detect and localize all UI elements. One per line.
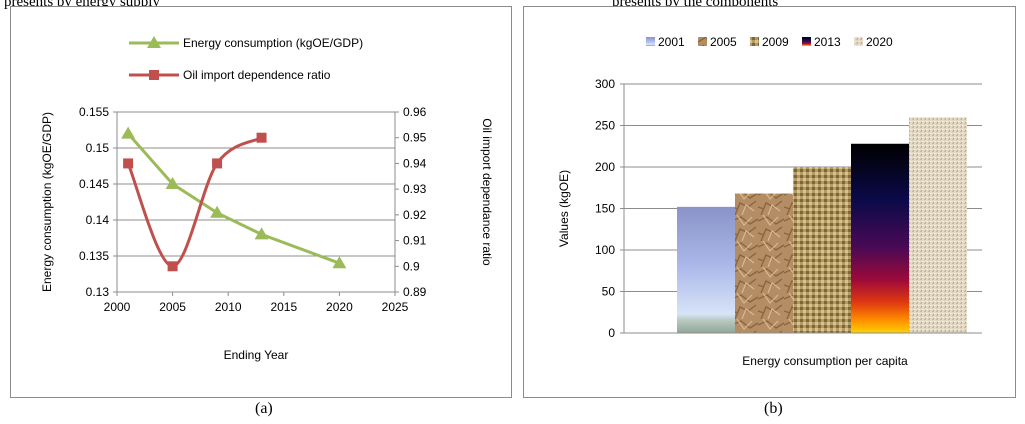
y-tick-label: 250	[595, 119, 615, 133]
legend-swatch-2013	[802, 37, 811, 46]
bar-2005	[735, 193, 793, 333]
data-point-energy	[332, 256, 347, 269]
y2-tick-label: 0.9	[403, 259, 420, 273]
x-tick-label: 2020	[326, 300, 353, 314]
legend-label: Oil import dependence ratio	[183, 68, 331, 82]
data-point-oil	[123, 158, 134, 169]
bar-2020	[909, 117, 967, 333]
y-axis-title: Energy consumption (kgOE/GDP)	[40, 112, 54, 292]
caption-b: (b)	[764, 400, 783, 417]
x-tick-label: 2025	[382, 300, 409, 314]
y2-tick-label: 0.89	[403, 285, 427, 299]
legend-swatch-2005	[698, 37, 707, 46]
bar-2001	[677, 206, 735, 333]
data-point-oil	[256, 132, 267, 143]
legend-swatch-2020	[854, 37, 863, 46]
y-tick-label: 100	[595, 243, 615, 257]
legend-label: 2013	[814, 35, 841, 49]
x-axis-title: Energy consumption per capita	[742, 354, 908, 368]
header-clip-right: presents by the components	[612, 0, 779, 10]
y2-tick-label: 0.91	[403, 234, 427, 248]
bar-2009	[793, 167, 851, 333]
y-tick-label: 50	[602, 285, 616, 299]
y-tick-label: 150	[595, 202, 615, 216]
x-tick-label: 2005	[159, 300, 186, 314]
y2-tick-label: 0.94	[403, 156, 427, 170]
y2-tick-label: 0.95	[403, 131, 427, 145]
data-point-energy	[210, 205, 225, 218]
series-line-energy	[126, 132, 340, 265]
y-tick-label: 0	[608, 326, 615, 340]
y-tick-label: 200	[595, 160, 615, 174]
y2-tick-label: 0.92	[403, 208, 427, 222]
x-tick-label: 2000	[104, 300, 131, 314]
y2-axis-title: Oil import dependance ratio	[480, 118, 494, 266]
header-clip-left: presents by energy supply	[4, 0, 160, 10]
data-point-energy	[165, 177, 180, 189]
data-point-oil	[167, 261, 178, 272]
y2-tick-label: 0.93	[403, 182, 427, 196]
y-axis-title: Values (kgOE)	[557, 170, 571, 247]
legend-label: Energy consumption (kgOE/GDP)	[183, 36, 363, 50]
line-chart-svg: 0.13 0.135 0.14 0.145 0.15 0.155 0.89 0.9 0.91 0.…	[40, 36, 494, 362]
chart-panel-b: 0 50 100 150 200 250 300 Energy consumption per…	[523, 6, 1016, 398]
legend-swatch-2009	[750, 37, 759, 46]
y-tick-label: 0.145	[79, 177, 109, 191]
legend-label: 2001	[658, 35, 685, 49]
caption-a: (a)	[255, 400, 273, 417]
y-tick-label: 0.155	[79, 105, 109, 119]
chart-panel-a: 0.13 0.135 0.14 0.145 0.15 0.155 0.89 0.9 0.91 0.…	[10, 6, 512, 398]
bar-2013	[851, 143, 909, 333]
y-tick-label: 0.15	[86, 141, 110, 155]
legend-marker-square	[149, 70, 159, 80]
y-tick-label: 300	[595, 77, 615, 91]
legend-swatch-2001	[646, 37, 655, 46]
legend-marker-triangle	[147, 36, 161, 48]
legend-label: 2020	[866, 35, 893, 49]
legend-label: 2005	[710, 35, 737, 49]
legend-label: 2009	[762, 35, 789, 49]
y-tick-label: 0.13	[86, 285, 110, 299]
x-tick-label: 2010	[215, 300, 242, 314]
y-tick-label: 0.14	[86, 213, 110, 227]
y2-tick-label: 0.96	[403, 105, 427, 119]
x-tick-label: 2015	[270, 300, 297, 314]
data-point-oil	[212, 158, 223, 169]
x-axis-title: Ending Year	[224, 348, 289, 362]
bar-chart-svg: 0 50 100 150 200 250 300 Energy consumption per…	[557, 35, 982, 368]
data-point-energy	[254, 227, 269, 240]
y-tick-label: 0.135	[79, 249, 109, 263]
series-line-oil	[126, 136, 263, 268]
data-point-energy	[121, 126, 136, 139]
